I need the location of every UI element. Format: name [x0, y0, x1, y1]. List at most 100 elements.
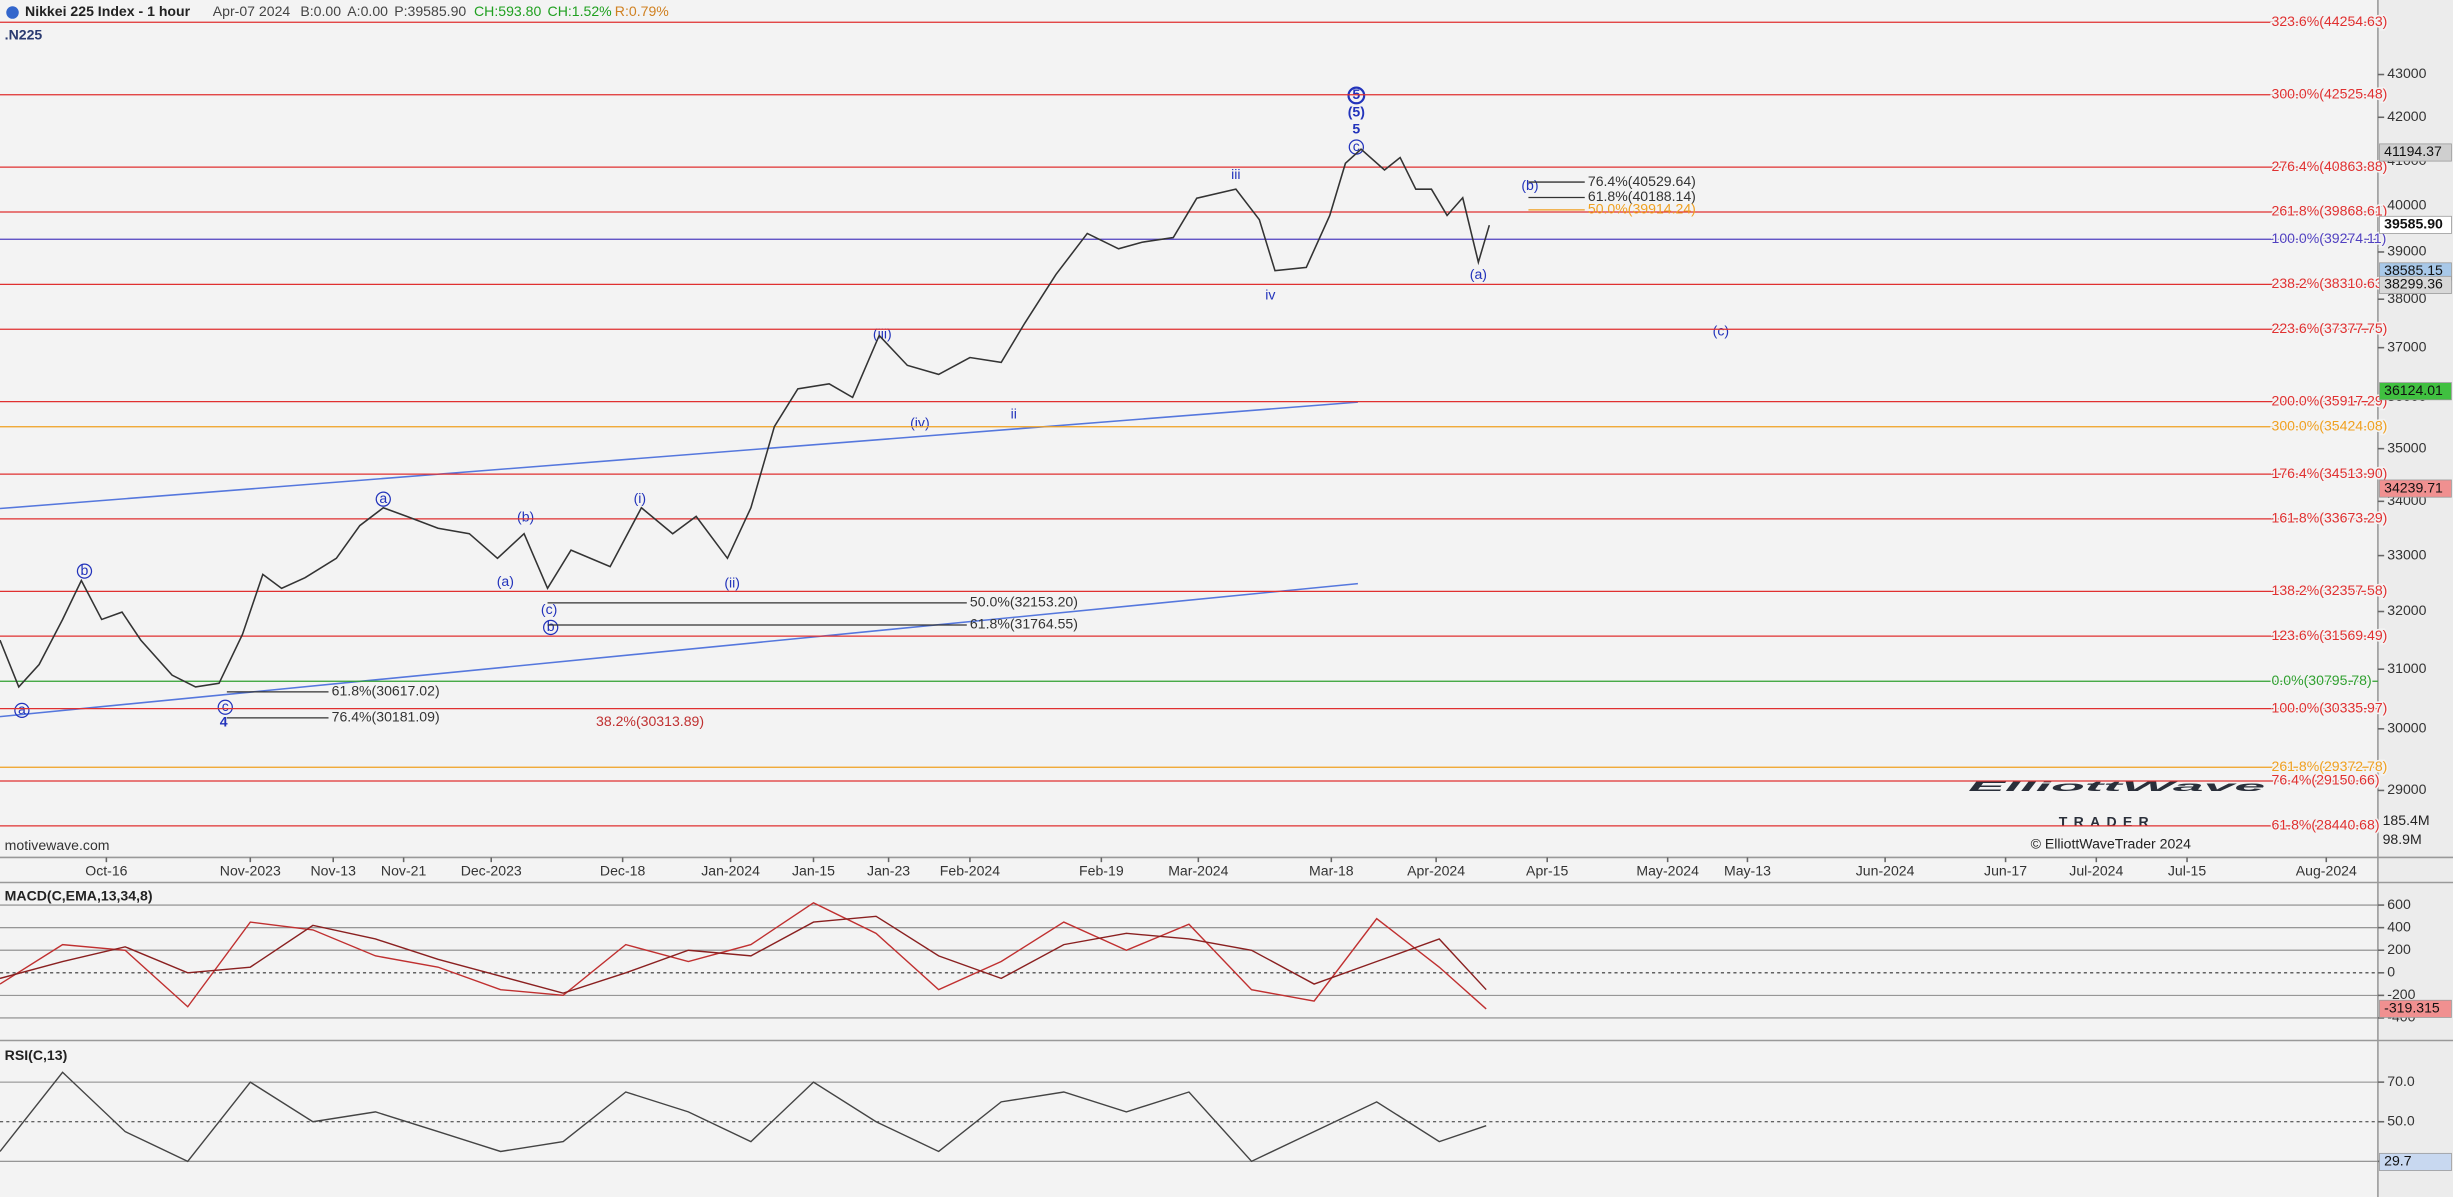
value-tag-label: 29.7 — [2384, 1153, 2412, 1169]
x-tick-label: Feb-2024 — [940, 862, 1000, 878]
fib-label: 176.4%(34513.90) — [2272, 465, 2388, 481]
copyright: © ElliottWaveTrader 2024 — [2031, 836, 2192, 852]
y-tick-label: 600 — [2387, 896, 2411, 912]
source: motivewave.com — [5, 837, 110, 853]
x-tick-label: Oct-16 — [85, 862, 127, 878]
y-tick-label: 31000 — [2387, 660, 2426, 676]
projection-label: 50.0%(39914.24) — [1588, 201, 1696, 217]
wave-label: (a) — [1470, 266, 1487, 282]
projection-label: 50.0%(32153.20) — [970, 594, 1078, 610]
fib-label: 100.0%(39274.11) — [2272, 230, 2387, 246]
wave-circle — [375, 491, 391, 507]
wave-label: (5) — [1348, 103, 1365, 119]
wave-label: (iv) — [910, 415, 930, 431]
x-tick-label: Jun-17 — [1984, 862, 2027, 878]
indicator-line — [0, 915, 1487, 994]
logo-bottom: TRADER — [2059, 814, 2155, 830]
x-tick-label: Jan-2024 — [701, 862, 760, 878]
price-tag — [2379, 479, 2452, 498]
volume-label: 185.4M — [2383, 812, 2430, 828]
fib-label: 323.6%(44254.63) — [2272, 13, 2388, 29]
wave-label: (b) — [1521, 177, 1538, 193]
header-price: P:39585.90 — [394, 3, 466, 19]
wave-label: (i) — [634, 490, 647, 506]
price-tag-label: 41194.37 — [2384, 143, 2442, 159]
wave-label: 5 — [1352, 121, 1360, 137]
x-tick-label: Jun-2024 — [1856, 862, 1915, 878]
header-ask: A:0.00 — [347, 3, 388, 19]
wave-label: (b) — [517, 509, 534, 525]
value-tag-label: -319.315 — [2384, 1000, 2440, 1016]
price-tag — [2379, 143, 2452, 162]
wave-label: b — [547, 618, 555, 634]
macd-title: MACD(C,EMA,13,34,8) — [5, 887, 153, 903]
price-tag-label: 38585.15 — [2384, 262, 2443, 278]
volume-label: 98.9M — [2383, 831, 2422, 847]
wave-circle — [76, 563, 93, 579]
header-date: Apr-07 2024 — [213, 3, 291, 19]
x-tick-label: Dec-2023 — [461, 862, 522, 878]
indicator-line — [0, 1071, 1487, 1163]
projection-label: 76.4%(40529.64) — [1588, 173, 1696, 189]
x-tick-label: Dec-18 — [600, 862, 646, 878]
trend-line — [0, 582, 1358, 718]
y-tick-label: 37000 — [2387, 338, 2426, 354]
wave-label: ii — [1011, 405, 1017, 421]
trend-line — [0, 401, 1358, 510]
x-tick-label: Nov-2023 — [220, 862, 281, 878]
y-tick-label: 30000 — [2387, 720, 2426, 736]
y-tick-label: 200 — [2387, 941, 2411, 957]
price-tag-label: 34239.71 — [2384, 479, 2443, 495]
fib-label: 276.4%(40863.88) — [2272, 158, 2388, 174]
wave-label: b — [81, 562, 89, 578]
value-tag — [2379, 1152, 2452, 1171]
wave-label: (ii) — [724, 574, 740, 590]
price-line — [0, 148, 1491, 689]
fib-label: 223.6%(37377.75) — [2272, 320, 2388, 336]
fib-label: 300.0%(35424.08) — [2272, 417, 2388, 433]
indicator-line — [0, 902, 1487, 1010]
x-tick-label: Nov-21 — [381, 862, 427, 878]
wave-label: iv — [1265, 286, 1275, 302]
wave-label: a — [379, 490, 387, 506]
wave-circle — [14, 702, 30, 719]
wave-circle — [543, 619, 559, 636]
y-tick-label: 0 — [2387, 964, 2395, 980]
y-tick-label: 70.0 — [2387, 1073, 2415, 1089]
y-tick-label: 50.0 — [2387, 1112, 2415, 1128]
symbol: .N225 — [5, 27, 43, 43]
wave-label: (c) — [1713, 322, 1729, 338]
header-icon — [6, 6, 19, 19]
fib-label: 100.0%(30335.97) — [2272, 699, 2388, 715]
y-tick-label: 42000 — [2387, 108, 2426, 124]
fib-label: 138.2%(32357.58) — [2272, 582, 2388, 598]
fib-label: 161.8%(33673.29) — [2272, 510, 2388, 526]
y-tick-label: 35000 — [2387, 439, 2426, 455]
rsi-title: RSI(C,13) — [5, 1047, 68, 1063]
logo-top: ElliottWave — [1968, 778, 2266, 794]
x-tick-label: Mar-2024 — [1168, 862, 1228, 878]
price-tag — [2379, 382, 2452, 401]
fib-label: 261.8%(29372.78) — [2272, 758, 2388, 774]
y-tick-label: 32000 — [2387, 602, 2426, 618]
x-tick-label: Nov-13 — [311, 862, 357, 878]
wave-label: c — [1353, 138, 1360, 154]
value-tag — [2379, 999, 2452, 1018]
x-tick-label: Apr-15 — [1526, 862, 1568, 878]
y-tick-label: 39000 — [2387, 243, 2426, 259]
x-tick-label: Apr-2024 — [1407, 862, 1465, 878]
x-tick-label: Jan-15 — [792, 862, 835, 878]
x-tick-label: Mar-18 — [1309, 862, 1354, 878]
y-tick-label: 43000 — [2387, 65, 2426, 81]
price-tag-label: 39585.90 — [2384, 216, 2443, 232]
axis-strip — [2377, 0, 2453, 1197]
header-change: CH:593.80 — [474, 3, 541, 19]
price-tag — [2379, 275, 2452, 294]
projection-label: 38.2%(30313.89) — [596, 713, 704, 729]
wave-circle — [217, 699, 233, 715]
fib-label: 300.0%(42525.48) — [2272, 85, 2388, 101]
x-tick-label: Feb-19 — [1079, 862, 1124, 878]
y-tick-label: -200 — [2387, 986, 2415, 1002]
projection-label: 61.8%(40188.14) — [1588, 188, 1696, 204]
